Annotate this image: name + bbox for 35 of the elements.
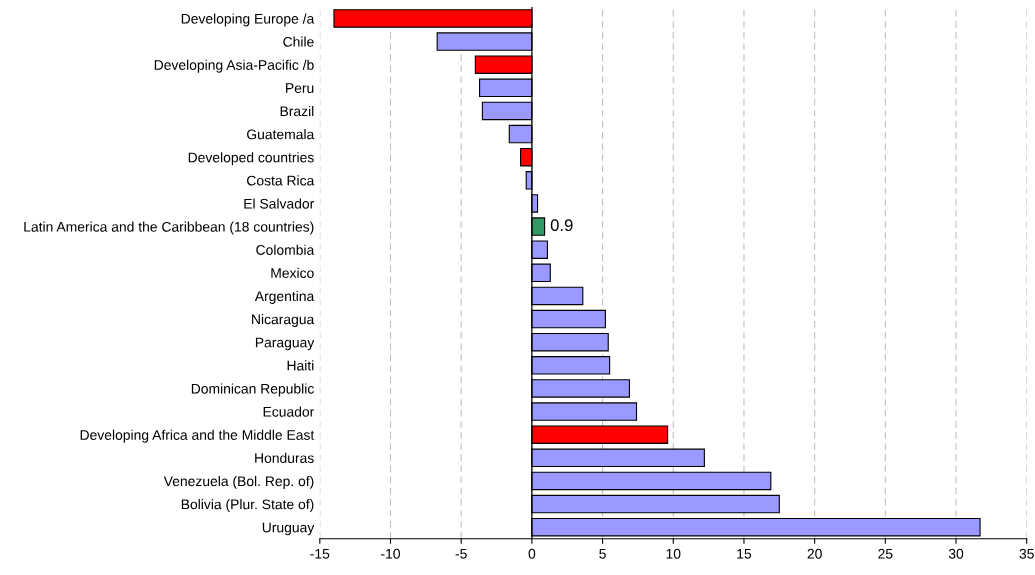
- y-tick-label: Guatemala: [247, 129, 315, 140]
- x-tick-label: 20: [807, 548, 822, 559]
- x-tick-label: 30: [948, 548, 964, 559]
- y-tick-label: Venezuela (Bol. Rep. of): [163, 475, 314, 489]
- y-tick-label: Developed countries: [188, 152, 314, 166]
- y-tick-label: Developing Asia-Pacific /b: [154, 59, 314, 73]
- y-tick-label: Peru: [286, 83, 314, 94]
- y-tick-label: Developing Europe /a: [181, 13, 315, 27]
- y-tick-label: Honduras: [255, 452, 314, 464]
- y-tick-label: El Salvador: [244, 198, 315, 209]
- x-tick-label: 0: [528, 548, 536, 559]
- x-tick-label: -10: [381, 548, 400, 559]
- x-tick-label: 5: [599, 549, 606, 559]
- x-tick-label: -5: [455, 549, 467, 559]
- y-tick-label: Bolivia (Plur. State of): [181, 499, 314, 512]
- y-tick-label: Mexico: [271, 267, 314, 279]
- y-tick-label: Developing Africa and the Middle East: [80, 429, 315, 443]
- y-tick-label: Haiti: [287, 360, 314, 371]
- y-tick-label: Chile: [283, 36, 314, 47]
- x-tick-label: 15: [737, 549, 752, 559]
- data-label: 0.9: [550, 219, 573, 232]
- x-tick-label: 35: [1019, 548, 1034, 559]
- x-tick-label: 10: [666, 548, 681, 559]
- y-tick-label: Latin America and the Caribbean (18 countries): [24, 221, 314, 235]
- x-tick-label: 25: [878, 548, 893, 559]
- y-tick-label: Ecuador: [263, 406, 315, 417]
- y-tick-label: Uruguay: [262, 522, 315, 536]
- y-tick-label: Nicaragua: [252, 314, 315, 327]
- y-tick-label: Paraguay: [255, 337, 315, 351]
- y-tick-label: Colombia: [256, 244, 315, 255]
- x-tick-label: -15: [310, 549, 330, 559]
- y-tick-label: Argentina: [254, 290, 315, 304]
- y-tick-label: Costa Rica: [247, 175, 315, 186]
- y-tick-label: Dominican Republic: [191, 383, 314, 397]
- y-tick-label: Brazil: [280, 105, 314, 117]
